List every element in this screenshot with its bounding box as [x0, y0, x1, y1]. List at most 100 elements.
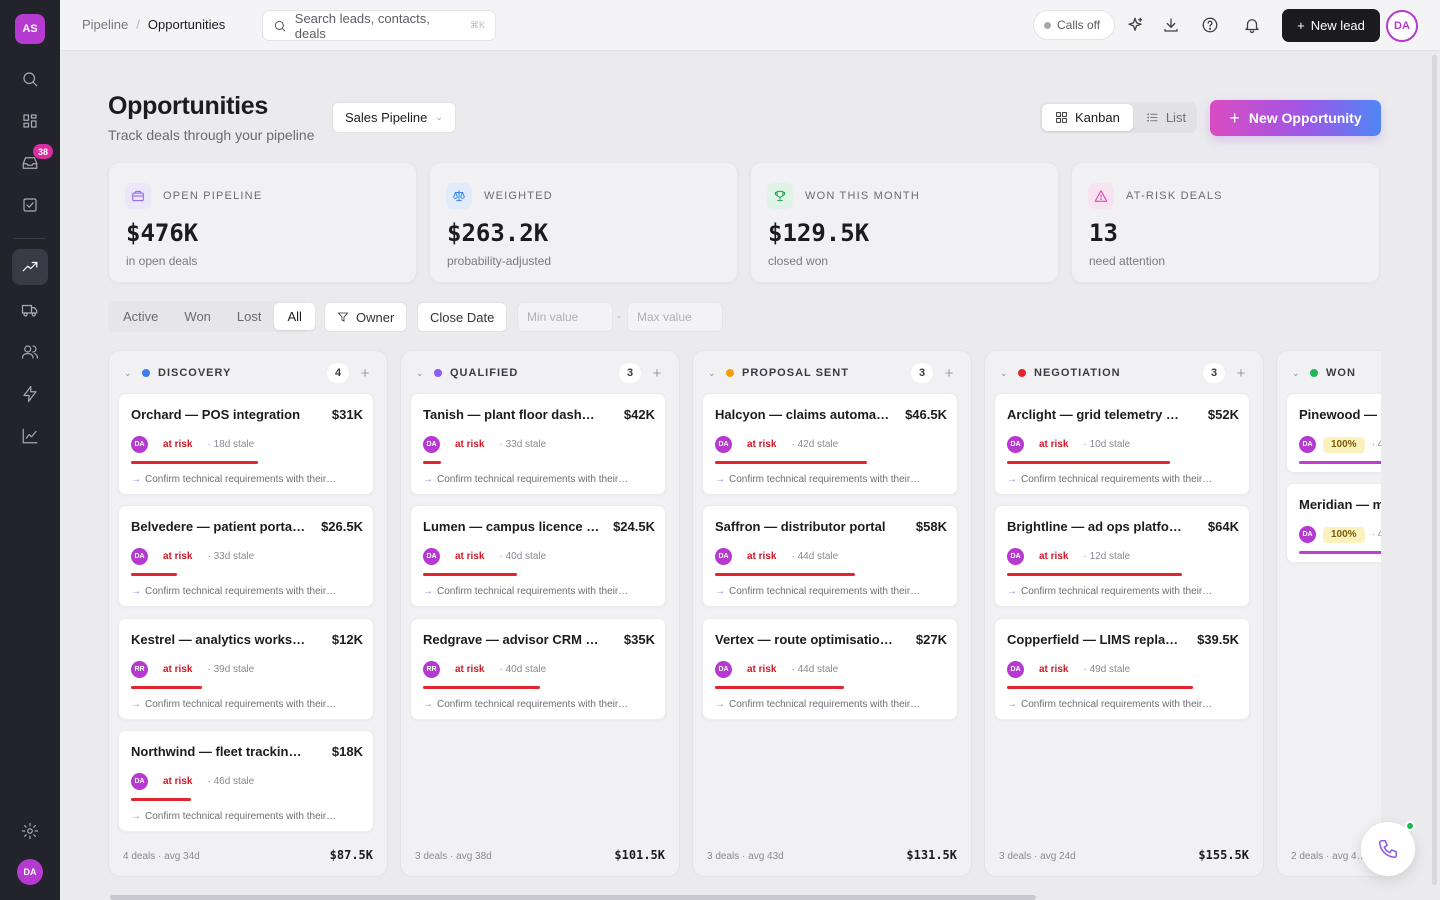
add-card-icon[interactable]: +	[944, 364, 954, 382]
page-vertical-scrollbar[interactable]	[1432, 55, 1437, 885]
sidebar-separator	[14, 238, 46, 239]
deal-title[interactable]: Arclight — grid telemetry ph…	[1007, 407, 1185, 422]
deal-title[interactable]: Copperfield — LIMS repla…	[1007, 632, 1179, 647]
download-icon[interactable]	[1159, 13, 1183, 37]
deal-card[interactable]: Northwind — fleet tracking r… $18K DA at ri…	[118, 730, 374, 832]
deal-title[interactable]: Northwind — fleet tracking r…	[131, 744, 309, 759]
deal-title[interactable]: Belvedere — patient porta…	[131, 519, 306, 534]
owner-avatar: DA	[1007, 548, 1024, 565]
sidebar-pipeline-icon[interactable]	[12, 249, 48, 285]
column-title: QUALIFIED	[450, 367, 519, 379]
deal-title[interactable]: Kestrel — analytics workspa…	[131, 632, 309, 647]
sidebar-inbox-icon[interactable]	[12, 145, 48, 181]
deal-title[interactable]: Brightline — ad ops platform	[1007, 519, 1185, 534]
status-badge: at risk	[1031, 548, 1077, 565]
owner-filter-button[interactable]: Owner	[324, 302, 408, 332]
calls-status-toggle[interactable]: Calls off	[1033, 10, 1115, 40]
new-lead-label: New lead	[1310, 18, 1365, 33]
deal-title[interactable]: Lumen — campus licence …	[423, 519, 600, 534]
status-tab-won[interactable]: Won	[184, 309, 211, 324]
global-search[interactable]: Search leads, contacts, deals ⌘K	[262, 10, 496, 41]
deal-title[interactable]: Halcyon — claims automa…	[715, 407, 890, 422]
deal-meta-row: DA at risk · 33d stale	[423, 436, 546, 453]
stale-indicator: · 10d stale	[1083, 439, 1131, 450]
status-tab-active[interactable]: Active	[123, 309, 159, 324]
chevron-down-icon[interactable]: ⌄	[124, 367, 132, 378]
deal-card[interactable]: Belvedere — patient porta… $26.5K DA at ris…	[118, 505, 374, 607]
user-avatar[interactable]: DA	[1386, 10, 1418, 42]
stage-color-dot	[726, 369, 734, 377]
deal-card[interactable]: Kestrel — analytics workspa… $12K RR at ris…	[118, 618, 374, 720]
sidebar-search-icon[interactable]	[12, 61, 48, 97]
deal-card[interactable]: Copperfield — LIMS repla… $39.5K DA at risk…	[994, 618, 1250, 720]
ai-sparkle-icon[interactable]	[1123, 13, 1147, 37]
deal-title[interactable]: Saffron — distributor portal	[715, 519, 886, 534]
next-step-text: Confirm technical requirements with thei…	[1021, 474, 1213, 485]
new-opportunity-button[interactable]: + New Opportunity	[1210, 100, 1381, 136]
deal-card[interactable]: Tanish — plant floor dashbo… $42K DA at ris…	[410, 393, 666, 495]
help-icon[interactable]	[1198, 13, 1222, 37]
stage-color-dot	[434, 369, 442, 377]
deal-card[interactable]: Meridian — m DA 100% · 4	[1286, 483, 1381, 563]
status-tab-lost[interactable]: Lost	[236, 309, 262, 324]
sidebar-settings-icon[interactable]	[12, 813, 48, 849]
column-header: ⌄ NEGOTIATION 3 +	[1000, 363, 1249, 383]
sidebar-tasks-icon[interactable]	[12, 187, 48, 223]
workspace-avatar[interactable]: AS	[15, 14, 45, 44]
add-card-icon[interactable]: +	[1236, 364, 1246, 382]
deal-title[interactable]: Pinewood — I	[1299, 407, 1381, 422]
status-badge: at risk	[739, 661, 785, 678]
deal-card[interactable]: Halcyon — claims automa… $46.5K DA at risk ·…	[702, 393, 958, 495]
alert-triangle-icon	[1088, 183, 1114, 209]
sidebar-contacts-icon[interactable]	[12, 334, 48, 370]
arrow-right-icon: →	[715, 699, 725, 710]
pipeline-select[interactable]: Sales Pipeline ⌄	[332, 102, 456, 133]
notifications-bell-icon[interactable]	[1240, 13, 1264, 37]
max-value-input[interactable]	[627, 302, 723, 332]
chevron-down-icon[interactable]: ⌄	[416, 367, 424, 378]
view-list-button[interactable]: List	[1133, 104, 1199, 131]
kpi-card: WEIGHTED $263.2K probability-adjusted	[429, 162, 738, 283]
min-value-input[interactable]	[517, 302, 613, 332]
status-badge: at risk	[155, 548, 201, 565]
deal-card[interactable]: Lumen — campus licence … $24.5K DA at risk ·…	[410, 505, 666, 607]
chevron-down-icon[interactable]: ⌄	[708, 367, 716, 378]
view-kanban-button[interactable]: Kanban	[1042, 104, 1133, 131]
owner-avatar: DA	[131, 436, 148, 453]
new-lead-button[interactable]: + New lead	[1282, 9, 1380, 42]
status-tab-all[interactable]: All	[274, 303, 315, 330]
deal-card[interactable]: Saffron — distributor portal $58K DA at ris…	[702, 505, 958, 607]
plus-icon: +	[1297, 18, 1305, 33]
board-horizontal-scrollbar[interactable]	[110, 895, 1036, 900]
deal-card[interactable]: Orchard — POS integration $31K DA at risk · …	[118, 393, 374, 495]
deal-amount: $39.5K	[1197, 632, 1239, 647]
deal-title[interactable]: Tanish — plant floor dashbo…	[423, 407, 601, 422]
breadcrumb-pipeline[interactable]: Pipeline	[82, 17, 129, 32]
deal-card[interactable]: Pinewood — I DA 100% · 4	[1286, 393, 1381, 473]
deal-title[interactable]: Vertex — route optimisation …	[715, 632, 893, 647]
deal-title[interactable]: Meridian — m	[1299, 497, 1381, 512]
close-date-filter-button[interactable]: Close Date	[417, 302, 508, 332]
deal-card[interactable]: Arclight — grid telemetry ph… $52K DA at ri…	[994, 393, 1250, 495]
sidebar-dashboard-icon[interactable]	[12, 103, 48, 139]
sidebar-user-avatar[interactable]: DA	[17, 859, 43, 885]
next-step: → Confirm technical requirements with the…	[1007, 474, 1239, 485]
sidebar-delivery-icon[interactable]	[12, 292, 48, 328]
sidebar-automation-icon[interactable]	[12, 376, 48, 412]
status-badge: at risk	[1031, 436, 1077, 453]
deal-card[interactable]: Redgrave — advisor CRM mi… $35K RR at risk ·…	[410, 618, 666, 720]
list-icon	[1147, 113, 1158, 122]
sidebar-reports-icon[interactable]	[12, 418, 48, 454]
pipeline-column-discovery: ⌄ DISCOVERY 4 + Orchard — POS integration $31…	[108, 350, 388, 877]
deal-progress-bar	[423, 573, 653, 576]
deal-meta-row: DA 100% · 4	[1299, 526, 1381, 543]
deal-title[interactable]: Orchard — POS integration	[131, 407, 301, 422]
chevron-down-icon[interactable]: ⌄	[1292, 367, 1300, 378]
deal-card[interactable]: Brightline — ad ops platform $64K DA at ris…	[994, 505, 1250, 607]
add-card-icon[interactable]: +	[360, 364, 370, 382]
add-card-icon[interactable]: +	[652, 364, 662, 382]
phone-dialer-button[interactable]	[1361, 822, 1415, 876]
deal-title[interactable]: Redgrave — advisor CRM mi…	[423, 632, 601, 647]
chevron-down-icon[interactable]: ⌄	[1000, 367, 1008, 378]
deal-card[interactable]: Vertex — route optimisation … $27K DA at ri…	[702, 618, 958, 720]
